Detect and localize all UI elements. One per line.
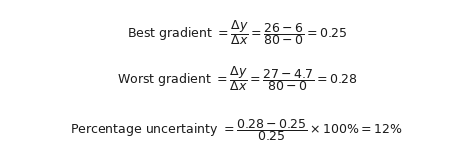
Text: Best gradient $= \dfrac{\Delta y}{\Delta x} = \dfrac{26-6}{80-0} = 0.25$: Best gradient $= \dfrac{\Delta y}{\Delta…: [127, 18, 347, 47]
Text: Worst gradient $= \dfrac{\Delta y}{\Delta x} = \dfrac{27-4.7}{80-0} = 0.28$: Worst gradient $= \dfrac{\Delta y}{\Delt…: [117, 65, 357, 93]
Text: Percentage uncertainty $= \dfrac{0.28-0.25}{0.25} \times 100\% = 12\%$: Percentage uncertainty $= \dfrac{0.28-0.…: [71, 117, 403, 143]
